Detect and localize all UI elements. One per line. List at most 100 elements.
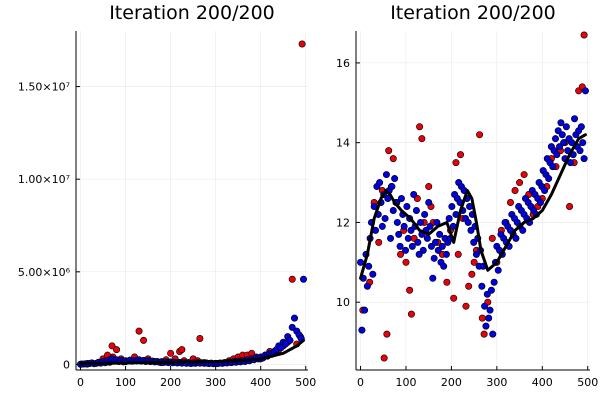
x-tick-label: 400 (250, 376, 271, 389)
data-point-blue (481, 302, 489, 310)
data-point-blue (519, 226, 527, 234)
data-point-blue (430, 254, 438, 262)
data-point-red (520, 171, 528, 179)
x-tick-label: 100 (395, 376, 416, 389)
data-point-blue (363, 282, 371, 290)
data-point-blue (425, 198, 433, 206)
data-point-blue (489, 330, 497, 338)
data-point-red (465, 282, 473, 290)
data-point-blue (417, 218, 425, 226)
data-point-red (488, 234, 496, 242)
data-point-blue (541, 187, 549, 195)
x-tick-label: 100 (115, 376, 136, 389)
data-point-red (389, 155, 397, 163)
data-point-red (506, 198, 514, 206)
data-point-blue (400, 222, 408, 230)
data-point-red (476, 131, 484, 139)
data-point-blue (299, 275, 307, 283)
data-point-blue (448, 202, 456, 210)
data-point-red (511, 187, 519, 195)
data-point-blue (580, 155, 588, 163)
right-panel: 0 100 200 300 400 500 10 12 14 16 Iteration 200/20… (336, 2, 598, 389)
data-point-blue (419, 246, 427, 254)
data-point-blue (442, 250, 450, 258)
data-point-blue (560, 139, 568, 147)
data-point-blue (357, 258, 365, 266)
data-point-red (450, 294, 458, 302)
data-point-blue (412, 206, 420, 214)
data-point-blue (403, 202, 411, 210)
data-point-blue (423, 234, 431, 242)
x-tick-label: 500 (295, 376, 316, 389)
data-point-blue (408, 242, 416, 250)
data-point-red (298, 40, 306, 48)
y-tick-label: 10 (336, 296, 350, 309)
data-point-red (566, 202, 574, 210)
series-blue (77, 275, 307, 368)
data-point-red (113, 346, 121, 354)
data-point-red (135, 327, 143, 335)
data-point-red (470, 258, 478, 266)
data-point-blue (378, 222, 386, 230)
data-point-red (375, 238, 383, 246)
data-point-blue (365, 262, 373, 270)
y-tick-label: 1.50×10⁷ (18, 81, 70, 94)
data-point-red (468, 270, 476, 278)
x-tick-label: 500 (577, 376, 598, 389)
data-point-red (406, 286, 414, 294)
data-point-red (385, 147, 393, 155)
data-point-blue (429, 274, 437, 282)
data-point-blue (579, 139, 587, 147)
data-point-blue (545, 175, 553, 183)
data-point-blue (290, 314, 298, 322)
y-tick-label: 14 (336, 137, 350, 150)
data-point-blue (286, 336, 294, 344)
data-point-blue (549, 163, 557, 171)
data-point-blue (557, 119, 565, 127)
data-point-red (402, 258, 410, 266)
x-tick-label: 0 (357, 376, 364, 389)
data-point-blue (576, 147, 584, 155)
data-point-red (196, 335, 204, 343)
data-point-blue (391, 175, 399, 183)
series-red (359, 31, 588, 362)
data-point-blue (512, 234, 520, 242)
data-point-red (418, 135, 426, 143)
y-tick-label: 1.00×10⁷ (18, 173, 70, 186)
data-point-blue (464, 218, 472, 226)
data-point-blue (361, 306, 369, 314)
data-point-blue (402, 246, 410, 254)
chart-title: Iteration 200/200 (109, 2, 275, 24)
data-point-blue (440, 262, 448, 270)
data-point-red (456, 151, 464, 159)
data-point-blue (382, 171, 390, 179)
data-point-red (383, 330, 391, 338)
data-point-blue (486, 306, 494, 314)
data-point-red (397, 250, 405, 258)
data-point-red (288, 275, 296, 283)
data-point-red (516, 179, 524, 187)
data-point-red (178, 346, 186, 354)
x-tick-label: 300 (486, 376, 507, 389)
data-point-blue (478, 282, 486, 290)
x-tick-label: 400 (532, 376, 553, 389)
data-point-blue (388, 183, 396, 191)
data-point-red (167, 349, 175, 357)
series-red (77, 40, 306, 368)
data-point-red (478, 314, 486, 322)
data-point-red (380, 354, 388, 362)
data-point-blue (571, 115, 579, 123)
data-point-blue (393, 218, 401, 226)
y-tick-label: 0 (63, 358, 70, 371)
data-point-blue (482, 322, 490, 330)
series-blue (357, 87, 589, 338)
data-point-blue (436, 230, 444, 238)
data-point-red (108, 342, 116, 350)
data-point-blue (432, 238, 440, 246)
data-point-blue (396, 242, 404, 250)
data-point-blue (397, 195, 405, 203)
fit-line (359, 133, 587, 280)
data-point-blue (536, 198, 544, 206)
fit-line (79, 338, 305, 366)
data-point-red (416, 123, 424, 131)
